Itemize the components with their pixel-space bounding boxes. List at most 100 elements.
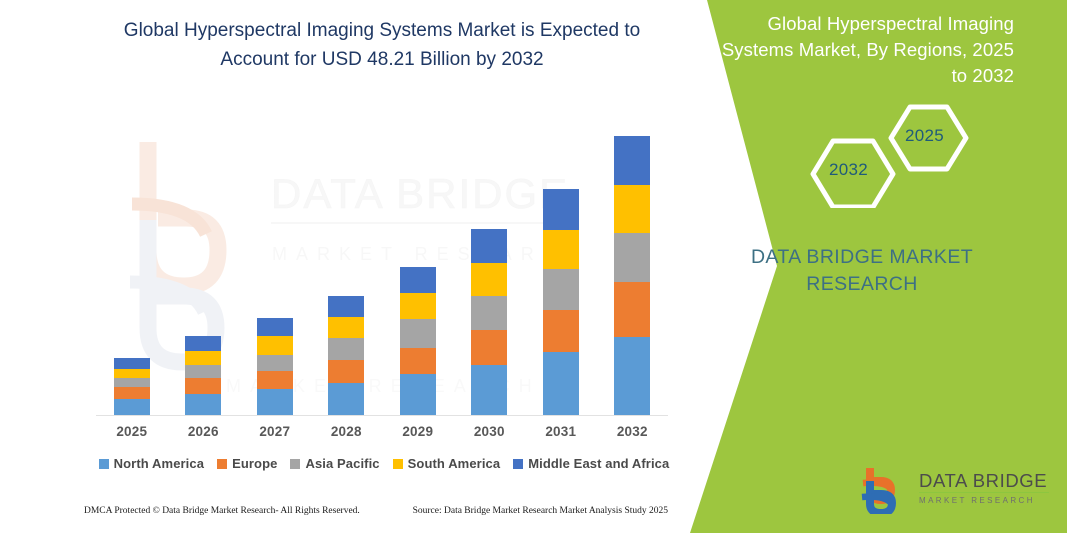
legend-item-south-america[interactable]: South America xyxy=(392,456,501,471)
footer: DMCA Protected © Data Bridge Market Rese… xyxy=(84,506,668,516)
hexagon-2025-shape xyxy=(888,104,969,172)
bar-segment[interactable] xyxy=(542,310,579,353)
legend-label: South America xyxy=(407,456,501,471)
x-axis-baseline xyxy=(96,415,668,416)
legend-swatch xyxy=(290,458,301,469)
bar-segment[interactable] xyxy=(185,350,222,366)
page-title: Global Hyperspectral Imaging Systems Mar… xyxy=(123,20,641,70)
bar-segment[interactable] xyxy=(614,184,651,234)
legend-label: Asia Pacific xyxy=(305,456,380,471)
logo-main-text: DATA BRIDGE xyxy=(919,470,1049,493)
footer-copyright: DMCA Protected © Data Bridge Market Rese… xyxy=(84,506,360,516)
dbmr-logo: DATA BRIDGE MARKET RESEARCH xyxy=(859,468,1049,518)
x-axis-label-2027: 2027 xyxy=(259,424,291,439)
bar-segment[interactable] xyxy=(399,266,436,293)
bar-segment[interactable] xyxy=(471,364,508,415)
x-axis-labels: 2025 2026 2027 2028 2029 2030 2031 2032 xyxy=(96,424,668,439)
bar-column-2026[interactable] xyxy=(168,100,239,415)
bar-stack xyxy=(328,296,365,415)
bar-segment[interactable] xyxy=(113,357,150,369)
panel-brand-text: DATA BRIDGE MARKET RESEARCH xyxy=(750,246,974,295)
bar-stack xyxy=(185,336,222,415)
green-side-panel: Global Hyperspectral Imaging Systems Mar… xyxy=(677,0,1067,533)
bar-column-2027[interactable] xyxy=(239,100,310,415)
bar-segment[interactable] xyxy=(185,378,222,394)
hexagon-group: 2025 2032 xyxy=(795,103,995,208)
bar-segment[interactable] xyxy=(542,268,579,310)
legend-label: North America xyxy=(113,456,205,471)
bar-segment[interactable] xyxy=(328,382,365,415)
legend-swatch xyxy=(217,458,228,469)
bar-segment[interactable] xyxy=(256,371,293,390)
bar-segment[interactable] xyxy=(256,389,293,415)
legend-swatch xyxy=(513,458,524,469)
bar-column-2032[interactable] xyxy=(597,100,668,415)
bar-column-2030[interactable] xyxy=(454,100,525,415)
bar-column-2031[interactable] xyxy=(525,100,596,415)
chart-legend: North America Europe Asia Pacific South Ame… xyxy=(96,456,672,471)
logo-sub-text: MARKET RESEARCH xyxy=(919,496,1035,505)
bar-column-2025[interactable] xyxy=(96,100,167,415)
hexagon-shapes xyxy=(810,104,969,208)
bar-segment[interactable] xyxy=(328,316,365,339)
bar-segment[interactable] xyxy=(471,229,508,263)
bar-segment[interactable] xyxy=(542,352,579,415)
bar-segment[interactable] xyxy=(471,329,508,365)
x-axis-label-2028: 2028 xyxy=(330,424,362,439)
bar-segment[interactable] xyxy=(185,365,222,379)
bar-segment[interactable] xyxy=(399,347,436,375)
bar-column-2028[interactable] xyxy=(311,100,382,415)
legend-item-asia-pacific[interactable]: Asia Pacific xyxy=(290,456,380,471)
bar-stack xyxy=(113,357,150,415)
bar-stack xyxy=(471,229,508,415)
legend-swatch xyxy=(392,458,403,469)
x-axis-label-2025: 2025 xyxy=(116,424,148,439)
bar-series-container xyxy=(96,100,668,415)
bar-segment[interactable] xyxy=(256,354,293,372)
dbmr-b-logo-icon xyxy=(861,468,897,514)
bar-segment[interactable] xyxy=(471,296,508,330)
bar-stack xyxy=(256,318,293,415)
bar-segment[interactable] xyxy=(614,136,651,185)
bar-segment[interactable] xyxy=(399,319,436,348)
x-axis-label-2032: 2032 xyxy=(616,424,648,439)
x-axis-label-2031: 2031 xyxy=(545,424,577,439)
hexagon-label-2032: 2032 xyxy=(829,160,869,179)
legend-item-middle-east-and-africa[interactable]: Middle East and Africa xyxy=(513,456,669,471)
hexagon-label-2025: 2025 xyxy=(905,126,945,145)
legend-item-europe[interactable]: Europe xyxy=(217,456,277,471)
bar-segment[interactable] xyxy=(328,296,365,317)
legend-label: Europe xyxy=(232,456,278,471)
bar-segment[interactable] xyxy=(256,318,293,337)
bar-segment[interactable] xyxy=(614,233,651,282)
bar-column-2029[interactable] xyxy=(382,100,453,415)
bar-segment[interactable] xyxy=(113,377,150,388)
bar-segment[interactable] xyxy=(113,368,150,378)
bar-stack xyxy=(542,189,579,415)
bar-segment[interactable] xyxy=(614,281,651,337)
bar-segment[interactable] xyxy=(328,359,365,383)
bar-stack xyxy=(399,266,436,415)
bar-segment[interactable] xyxy=(399,292,436,320)
bar-segment[interactable] xyxy=(542,189,579,231)
bar-segment[interactable] xyxy=(328,338,365,360)
bar-segment[interactable] xyxy=(614,336,651,415)
bar-segment[interactable] xyxy=(542,230,579,269)
footer-source: Source: Data Bridge Market Research Mark… xyxy=(412,506,668,516)
bar-segment[interactable] xyxy=(471,262,508,297)
bar-segment[interactable] xyxy=(113,387,150,400)
legend-swatch xyxy=(98,458,109,469)
bar-segment[interactable] xyxy=(256,336,293,355)
green-panel-shape xyxy=(690,0,1067,533)
x-axis-label-2030: 2030 xyxy=(473,424,505,439)
bar-stack xyxy=(614,136,651,415)
x-axis-label-2026: 2026 xyxy=(187,424,219,439)
bar-segment[interactable] xyxy=(399,374,436,415)
bar-segment[interactable] xyxy=(113,399,150,415)
panel-title: Global Hyperspectral Imaging Systems Mar… xyxy=(721,13,1014,86)
legend-item-north-america[interactable]: North America xyxy=(98,456,205,471)
bar-segment[interactable] xyxy=(185,336,222,351)
legend-label: Middle East and Africa xyxy=(528,456,670,471)
bar-segment[interactable] xyxy=(185,393,222,415)
